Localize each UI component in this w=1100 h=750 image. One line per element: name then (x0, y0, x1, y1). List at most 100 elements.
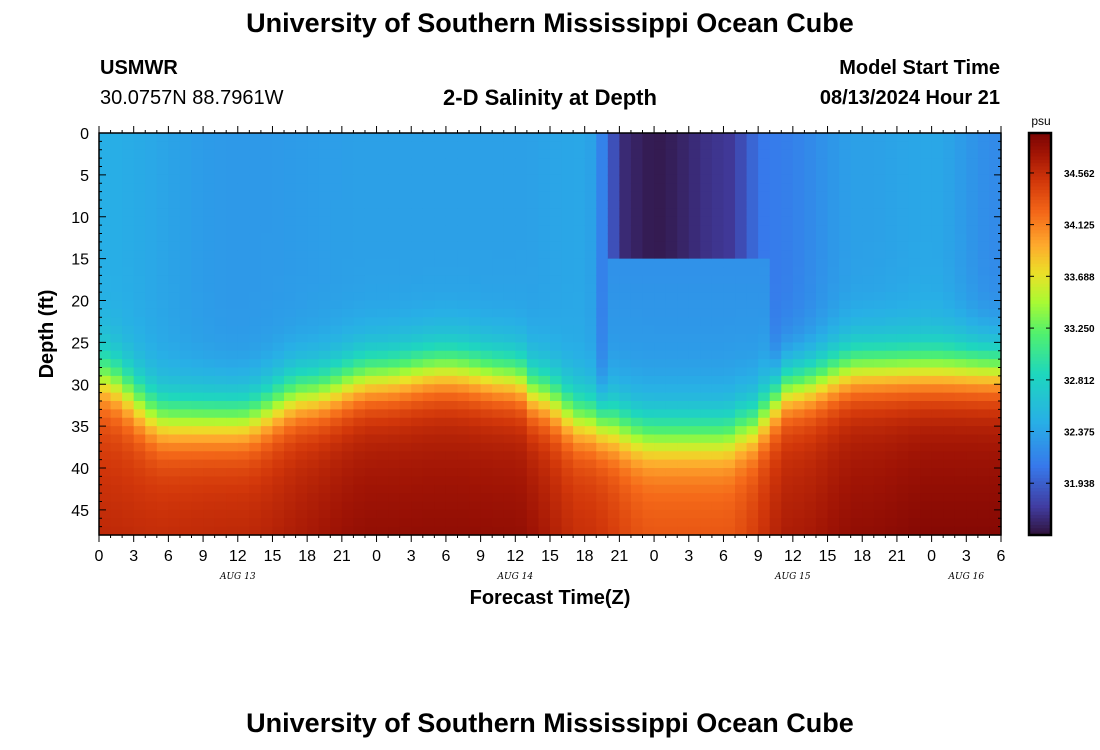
heatmap-cell (145, 392, 158, 402)
heatmap-cell (607, 174, 620, 184)
heatmap-cell (596, 476, 609, 486)
heatmap-cell (515, 526, 528, 536)
heatmap-cell (110, 225, 123, 235)
heatmap-cell (550, 342, 563, 352)
heatmap-cell (295, 501, 308, 511)
heatmap-cell (781, 334, 794, 343)
heatmap-cell (850, 317, 863, 327)
heatmap-cell (758, 417, 771, 427)
heatmap-cell (885, 526, 898, 536)
heatmap-cell (307, 334, 320, 343)
heatmap-cell (943, 158, 956, 168)
heatmap-cell (885, 509, 898, 519)
heatmap-cell (792, 158, 806, 168)
heatmap-cell (122, 451, 135, 461)
heatmap-cell (839, 174, 852, 184)
heatmap-cell (839, 200, 852, 209)
heatmap-cell (191, 292, 204, 302)
heatmap-cell (908, 359, 921, 369)
heatmap-cell (445, 325, 459, 335)
heatmap-cell (896, 183, 910, 193)
heatmap-cell (804, 258, 817, 268)
heatmap-cell (133, 317, 146, 327)
heatmap-cell (619, 442, 632, 452)
heatmap-cell (203, 216, 216, 226)
heatmap-cell (550, 225, 563, 235)
colorbar-segment (1029, 457, 1051, 462)
heatmap-cell (630, 350, 644, 360)
heatmap-cell (677, 166, 690, 176)
heatmap-cell (550, 426, 563, 436)
heatmap-cell (145, 409, 158, 419)
heatmap-cell (977, 241, 991, 251)
heatmap-cell (989, 300, 1002, 310)
heatmap-cell (214, 392, 227, 402)
heatmap-cell (977, 225, 991, 235)
heatmap-cell (584, 325, 597, 335)
heatmap-cell (237, 501, 250, 511)
heatmap-cell (318, 426, 331, 436)
heatmap-cell (977, 417, 991, 427)
heatmap-cell (966, 174, 979, 184)
heatmap-cell (422, 493, 435, 503)
heatmap-cell (873, 225, 886, 235)
heatmap-cell (469, 526, 482, 536)
heatmap-cell (896, 367, 910, 377)
heatmap-cell (735, 484, 748, 494)
heatmap-cell (457, 174, 470, 184)
heatmap-cell (179, 267, 193, 276)
heatmap-cell (538, 208, 551, 218)
heatmap-cell (307, 283, 320, 293)
heatmap-cell (873, 468, 886, 477)
heatmap-cell (480, 518, 493, 528)
colorbar-segment (1029, 414, 1051, 419)
heatmap-cell (550, 442, 563, 452)
heatmap-cell (388, 501, 401, 511)
heatmap-cell (619, 241, 632, 251)
heatmap-cell (122, 409, 135, 419)
heatmap-cell (179, 501, 193, 511)
heatmap-cell (295, 493, 308, 503)
colorbar-segment (1029, 437, 1051, 442)
heatmap-cell (272, 258, 285, 268)
heatmap-cell (260, 409, 274, 419)
colorbar-segment (1029, 491, 1051, 496)
colorbar-tick-label: 33.250 (1064, 324, 1095, 335)
heatmap-cell (815, 200, 829, 209)
heatmap-cell (307, 317, 320, 327)
heatmap-cell (353, 166, 366, 176)
heatmap-cell (711, 417, 725, 427)
heatmap-cell (318, 392, 331, 402)
heatmap-cell (596, 367, 609, 377)
heatmap-cell (515, 359, 528, 369)
heatmap-cell (688, 342, 701, 352)
heatmap-cell (364, 166, 378, 176)
heatmap-cell (966, 384, 979, 394)
heatmap-cell (920, 484, 933, 494)
heatmap-cell (839, 468, 852, 477)
heatmap-cell (758, 501, 771, 511)
heatmap-cell (492, 317, 505, 327)
heatmap-cell (469, 325, 482, 335)
heatmap-cell (596, 518, 609, 528)
heatmap-cell (388, 250, 401, 260)
heatmap-cell (260, 392, 274, 402)
heatmap-cell (735, 149, 748, 159)
heatmap-cell (607, 359, 620, 369)
heatmap-cell (388, 384, 401, 394)
colorbar-segment (1029, 183, 1051, 188)
heatmap-cell (665, 292, 678, 302)
heatmap-cell (445, 442, 459, 452)
heatmap-cell (318, 409, 331, 419)
heatmap-cell (307, 417, 320, 427)
heatmap-cell (908, 317, 921, 327)
heatmap-cell (561, 141, 574, 151)
heatmap-cell (214, 133, 227, 142)
heatmap-cell (503, 133, 516, 142)
heatmap-cell (827, 241, 840, 251)
heatmap-cell (677, 149, 690, 159)
heatmap-cell (677, 442, 690, 452)
heatmap-cell (642, 191, 655, 201)
heatmap-cell (330, 183, 343, 193)
heatmap-cell (411, 216, 424, 226)
